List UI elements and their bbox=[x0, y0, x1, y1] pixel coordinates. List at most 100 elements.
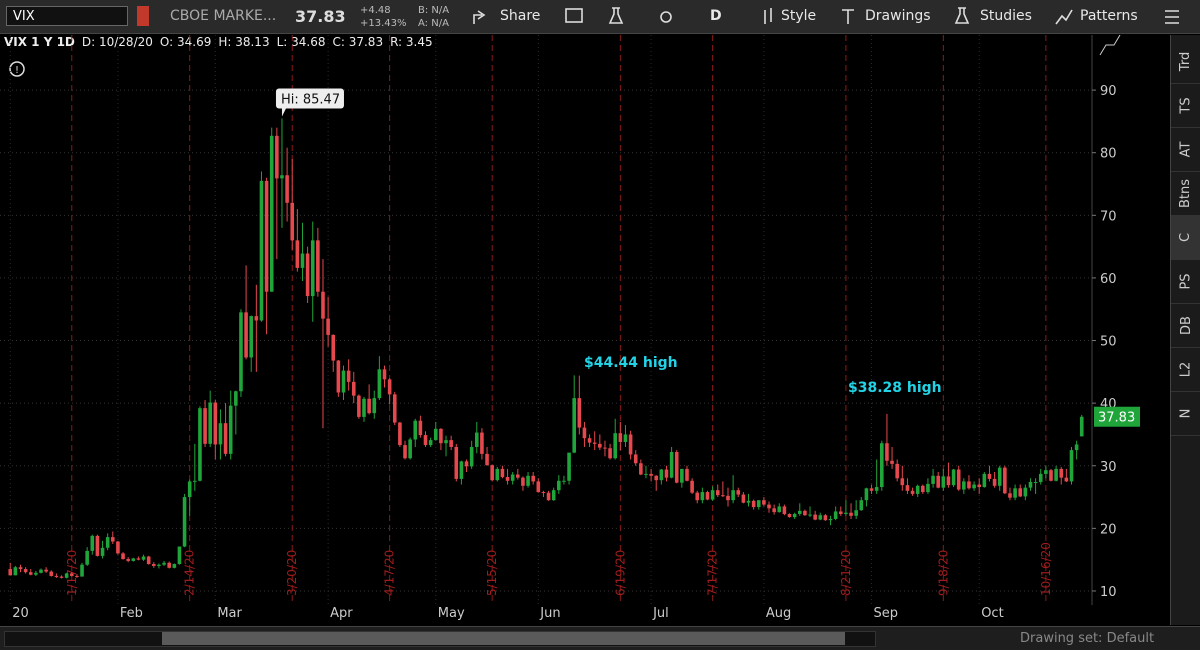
symbol-box[interactable]: VIX bbox=[6, 6, 128, 26]
candle-body bbox=[259, 180, 264, 321]
candle-body bbox=[1018, 488, 1023, 497]
candle-body bbox=[167, 562, 171, 568]
candle-body bbox=[849, 512, 853, 516]
expiration-label: 7/17/20 bbox=[706, 550, 720, 596]
scale-icon[interactable] bbox=[1099, 34, 1121, 56]
candle-body bbox=[731, 490, 735, 501]
candle-body bbox=[680, 468, 684, 483]
candle-body bbox=[880, 443, 884, 488]
candle-body bbox=[505, 477, 510, 481]
last-price-tag bbox=[1094, 406, 1140, 427]
candle-body bbox=[818, 515, 823, 520]
side-tab[interactable]: TS bbox=[1171, 83, 1200, 128]
candle-body bbox=[218, 423, 223, 445]
alert-icon[interactable] bbox=[9, 61, 25, 77]
side-tab[interactable]: AT bbox=[1171, 127, 1200, 172]
candle-body bbox=[736, 490, 741, 495]
candle-body bbox=[100, 547, 105, 556]
toolbar-button[interactable]: D bbox=[710, 8, 722, 24]
side-panel: Trd TS AT Btns C PS DB L2 N bbox=[1170, 35, 1200, 625]
side-tab[interactable]: C bbox=[1171, 215, 1200, 260]
candle-body bbox=[336, 360, 341, 393]
candle-body bbox=[1028, 482, 1033, 488]
side-tab[interactable]: N bbox=[1171, 391, 1200, 436]
candle-body bbox=[95, 535, 100, 556]
candle-body bbox=[485, 453, 489, 466]
candle-body bbox=[823, 515, 828, 521]
candle-body bbox=[951, 469, 956, 486]
candle-body bbox=[454, 446, 459, 479]
candle-body bbox=[762, 500, 766, 505]
candle-body bbox=[152, 564, 156, 566]
candle-body bbox=[495, 468, 500, 481]
candle-body bbox=[357, 395, 361, 417]
candle-body bbox=[910, 490, 915, 494]
candle-body bbox=[833, 511, 838, 519]
candle-body bbox=[44, 569, 48, 572]
expiration-label: 9/18/20 bbox=[936, 550, 950, 596]
candle-body bbox=[316, 240, 320, 292]
candle-body bbox=[787, 513, 792, 518]
info-item: C: 37.83 bbox=[332, 35, 384, 49]
link-icon[interactable] bbox=[137, 6, 149, 26]
candle-body bbox=[567, 452, 571, 481]
candle-body bbox=[331, 334, 336, 361]
info-item: VIX 1 Y 1D bbox=[4, 35, 75, 49]
candle-body bbox=[864, 488, 869, 501]
candle-body bbox=[808, 514, 812, 516]
candle-body bbox=[936, 475, 940, 488]
toolbar-button[interactable]: Share bbox=[500, 8, 541, 24]
side-tab[interactable]: DB bbox=[1171, 303, 1200, 348]
toolbar-button[interactable]: Style bbox=[781, 8, 817, 24]
side-tab[interactable]: Trd bbox=[1171, 39, 1200, 84]
candle-body bbox=[972, 484, 976, 489]
candle-body bbox=[992, 478, 997, 486]
candle-body bbox=[75, 575, 79, 577]
info-item: L: 34.68 bbox=[276, 35, 326, 49]
side-tab[interactable]: PS bbox=[1171, 259, 1200, 304]
candle-body bbox=[362, 398, 366, 417]
y-tick-label: 20 bbox=[1100, 522, 1117, 537]
candle-body bbox=[244, 312, 248, 358]
candle-body bbox=[1033, 482, 1038, 484]
scroll-thumb[interactable] bbox=[162, 632, 845, 645]
candle-body bbox=[618, 433, 623, 442]
candle-body bbox=[644, 473, 648, 475]
annotation: $44.44 high bbox=[584, 355, 678, 371]
candle-body bbox=[746, 500, 751, 503]
side-tab[interactable]: L2 bbox=[1171, 347, 1200, 392]
candle-body bbox=[516, 474, 520, 478]
side-tab-label: Trd bbox=[1178, 51, 1194, 71]
candle-body bbox=[433, 428, 438, 441]
side-tab-label: L2 bbox=[1178, 361, 1194, 377]
candle-body bbox=[198, 408, 202, 481]
candle-body bbox=[367, 398, 371, 414]
candle-body bbox=[592, 442, 597, 444]
candle-body bbox=[8, 569, 13, 576]
candle-body bbox=[326, 318, 330, 335]
toolbar-button[interactable]: Studies bbox=[980, 8, 1032, 24]
toolbar-button[interactable]: Patterns bbox=[1080, 8, 1138, 24]
toolbar-button[interactable]: Drawings bbox=[865, 8, 931, 24]
side-tab-label: PS bbox=[1178, 272, 1194, 290]
description: CBOE MARKE... bbox=[170, 8, 277, 24]
candle-body bbox=[449, 440, 453, 447]
drawing-set[interactable]: Drawing set: Default bbox=[1020, 631, 1155, 646]
candle-body bbox=[34, 572, 38, 575]
side-tab[interactable]: Btns bbox=[1171, 171, 1200, 216]
candle-body bbox=[608, 448, 612, 459]
candle-body bbox=[264, 180, 269, 292]
candle-body bbox=[921, 485, 925, 493]
candle-body bbox=[1064, 477, 1069, 482]
candle-body bbox=[187, 481, 192, 498]
candle-body bbox=[1003, 467, 1007, 494]
candle-body bbox=[792, 513, 797, 518]
candle-body bbox=[546, 492, 551, 501]
candle-body bbox=[726, 495, 730, 501]
candle-body bbox=[351, 381, 356, 396]
candle-body bbox=[280, 175, 284, 179]
candle-body bbox=[598, 443, 602, 448]
candle-body bbox=[300, 253, 305, 268]
candle-body bbox=[510, 474, 515, 481]
